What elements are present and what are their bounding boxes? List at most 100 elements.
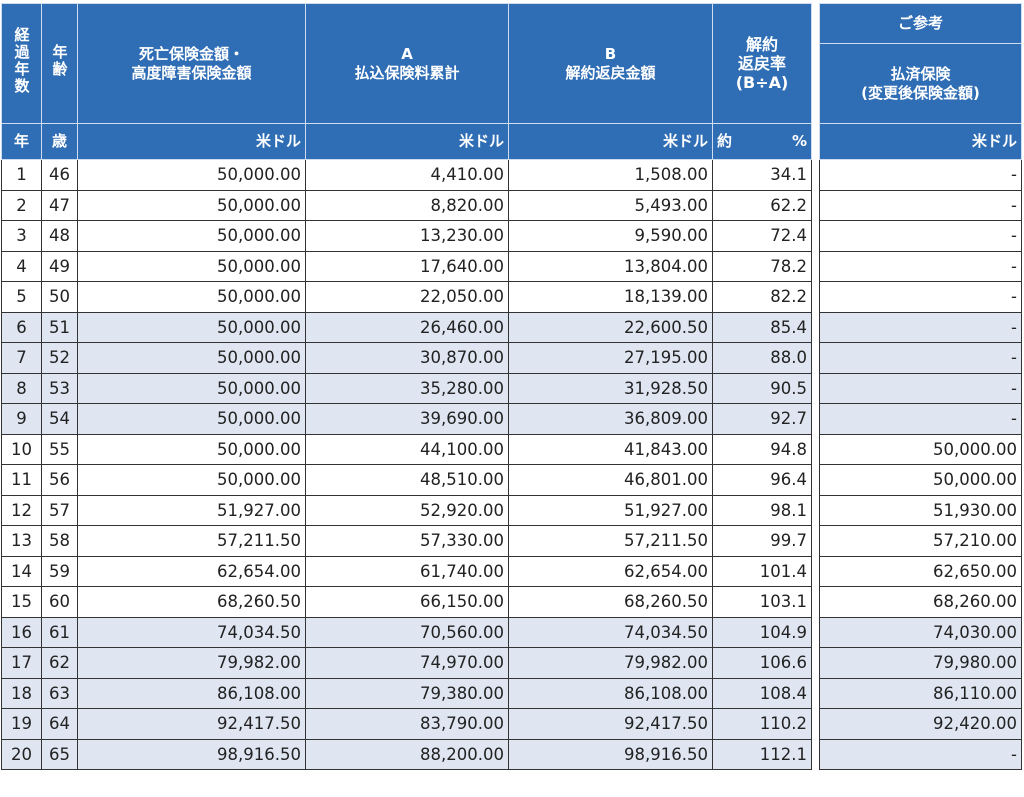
cell-year: 8	[1, 372, 42, 404]
cell-age: 62	[41, 647, 78, 679]
cell-paid-up-amount: 62,650.00	[819, 555, 1022, 587]
cell-surrender-rate: 34.1	[712, 159, 812, 191]
cell-year: 10	[1, 433, 42, 465]
cell-death-benefit: 50,000.00	[77, 159, 306, 191]
reference-row: 50,000.00	[819, 433, 1022, 465]
unit-b: 米ドル	[508, 123, 713, 160]
header-reference: ご参考	[819, 3, 1022, 44]
cell-surrender-rate: 92.7	[712, 403, 812, 435]
header-surrender-value: B 解約返戻金額	[508, 3, 713, 124]
cell-surrender-value: 36,809.00	[508, 403, 713, 435]
cell-premium-total: 4,410.00	[305, 159, 509, 191]
cell-year: 1	[1, 159, 42, 191]
cell-year: 7	[1, 342, 42, 374]
cell-year: 4	[1, 250, 42, 282]
cell-surrender-value: 51,927.00	[508, 494, 713, 526]
cell-death-benefit: 50,000.00	[77, 311, 306, 343]
cell-death-benefit: 92,417.50	[77, 708, 306, 740]
cell-surrender-rate: 110.2	[712, 708, 812, 740]
cell-age: 55	[41, 433, 78, 465]
cell-paid-up-amount: 51,930.00	[819, 494, 1022, 526]
table-row: 8 53 50,000.00 35,280.00 31,928.50 90.5	[1, 372, 812, 404]
cell-age: 46	[41, 159, 78, 191]
cell-death-benefit: 50,000.00	[77, 189, 306, 221]
cell-age: 50	[41, 281, 78, 313]
cell-year: 20	[1, 738, 42, 770]
cell-surrender-rate: 62.2	[712, 189, 812, 221]
table-row: 17 62 79,982.00 74,970.00 79,982.00 106.6	[1, 647, 812, 679]
table-row: 14 59 62,654.00 61,740.00 62,654.00 101.4	[1, 555, 812, 587]
table-row: 1 46 50,000.00 4,410.00 1,508.00 34.1	[1, 159, 812, 191]
cell-death-benefit: 68,260.50	[77, 586, 306, 618]
reference-row: 92,420.00	[819, 708, 1022, 740]
unit-rate-percent: %	[791, 132, 807, 150]
unit-rate-prefix: 約	[717, 132, 733, 150]
cell-paid-up-amount: 74,030.00	[819, 616, 1022, 648]
cell-premium-total: 17,640.00	[305, 250, 509, 282]
cell-surrender-value: 27,195.00	[508, 342, 713, 374]
cell-paid-up-amount: -	[819, 342, 1022, 374]
cell-premium-total: 70,560.00	[305, 616, 509, 648]
table-row: 9 54 50,000.00 39,690.00 36,809.00 92.7	[1, 403, 812, 435]
cell-age: 47	[41, 189, 78, 221]
label-a: A	[401, 44, 413, 63]
header-paid-up: 払済保険 (変更後保険金額)	[819, 43, 1022, 124]
unit-age: 歳	[41, 123, 78, 160]
reference-row: 62,650.00	[819, 555, 1022, 587]
cell-surrender-value: 1,508.00	[508, 159, 713, 191]
cell-paid-up-amount: -	[819, 250, 1022, 282]
cell-age: 51	[41, 311, 78, 343]
header-age-text: 年齢	[50, 44, 69, 78]
cell-death-benefit: 86,108.00	[77, 677, 306, 709]
cell-surrender-rate: 99.7	[712, 525, 812, 557]
cell-surrender-rate: 78.2	[712, 250, 812, 282]
reference-row: -	[819, 189, 1022, 221]
cell-premium-total: 30,870.00	[305, 342, 509, 374]
cell-premium-total: 83,790.00	[305, 708, 509, 740]
cell-surrender-value: 31,928.50	[508, 372, 713, 404]
cell-year: 16	[1, 616, 42, 648]
cell-year: 11	[1, 464, 42, 496]
cell-surrender-rate: 72.4	[712, 220, 812, 252]
table-row: 12 57 51,927.00 52,920.00 51,927.00 98.1	[1, 494, 812, 526]
table-row: 2 47 50,000.00 8,820.00 5,493.00 62.2	[1, 189, 812, 221]
cell-paid-up-amount: 68,260.00	[819, 586, 1022, 618]
cell-death-benefit: 50,000.00	[77, 220, 306, 252]
cell-surrender-rate: 94.8	[712, 433, 812, 465]
cell-paid-up-amount: -	[819, 281, 1022, 313]
cell-year: 2	[1, 189, 42, 221]
cell-year: 15	[1, 586, 42, 618]
cell-premium-total: 22,050.00	[305, 281, 509, 313]
header-years-text: 経過年数	[12, 27, 31, 95]
reference-row: -	[819, 311, 1022, 343]
cell-surrender-rate: 96.4	[712, 464, 812, 496]
cell-premium-total: 48,510.00	[305, 464, 509, 496]
cell-death-benefit: 74,034.50	[77, 616, 306, 648]
cell-premium-total: 39,690.00	[305, 403, 509, 435]
table-row: 19 64 92,417.50 83,790.00 92,417.50 110.2	[1, 708, 812, 740]
reference-row: -	[819, 342, 1022, 374]
table-row: 7 52 50,000.00 30,870.00 27,195.00 88.0	[1, 342, 812, 374]
cell-paid-up-amount: 79,980.00	[819, 647, 1022, 679]
cell-paid-up-amount: 50,000.00	[819, 464, 1022, 496]
cell-age: 63	[41, 677, 78, 709]
cell-paid-up-amount: -	[819, 159, 1022, 191]
table-row: 3 48 50,000.00 13,230.00 9,590.00 72.4	[1, 220, 812, 252]
reference-row: 74,030.00	[819, 616, 1022, 648]
cell-surrender-rate: 104.9	[712, 616, 812, 648]
cell-surrender-value: 62,654.00	[508, 555, 713, 587]
header-premium-total: A 払込保険料累計	[305, 3, 509, 124]
cell-surrender-value: 22,600.50	[508, 311, 713, 343]
reference-row: -	[819, 220, 1022, 252]
reference-row: -	[819, 372, 1022, 404]
cell-death-benefit: 50,000.00	[77, 342, 306, 374]
cell-death-benefit: 51,927.00	[77, 494, 306, 526]
header-age: 年齢	[41, 3, 78, 124]
header-years: 経過年数	[1, 3, 42, 124]
cell-surrender-rate: 85.4	[712, 311, 812, 343]
cell-age: 61	[41, 616, 78, 648]
cell-death-benefit: 98,916.50	[77, 738, 306, 770]
cell-death-benefit: 57,211.50	[77, 525, 306, 557]
cell-death-benefit: 50,000.00	[77, 372, 306, 404]
cell-paid-up-amount: 57,210.00	[819, 525, 1022, 557]
